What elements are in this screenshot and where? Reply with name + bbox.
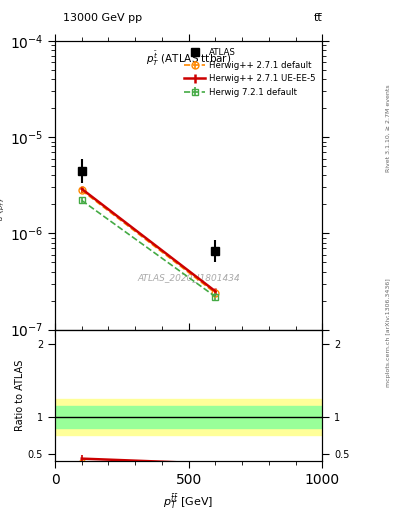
Text: mcplots.cern.ch [arXiv:1306.3436]: mcplots.cern.ch [arXiv:1306.3436] bbox=[386, 279, 391, 387]
Bar bbox=[55, 406, 322, 428]
Y-axis label: Ratio to ATLAS: Ratio to ATLAS bbox=[15, 359, 25, 431]
Text: tt̅: tt̅ bbox=[314, 13, 322, 23]
Text: 13000 GeV pp: 13000 GeV pp bbox=[63, 13, 142, 23]
Legend: ATLAS, Herwig++ 2.7.1 default, Herwig++ 2.7.1 UE-EE-5, Herwig 7.2.1 default: ATLAS, Herwig++ 2.7.1 default, Herwig++ … bbox=[181, 45, 318, 99]
Text: Rivet 3.1.10, ≥ 2.7M events: Rivet 3.1.10, ≥ 2.7M events bbox=[386, 84, 391, 172]
X-axis label: $p^{\bar{t}\bar{t}}_T$ [GeV]: $p^{\bar{t}\bar{t}}_T$ [GeV] bbox=[163, 492, 214, 511]
Y-axis label: $\frac{d^2\sigma}{d^2\{p_T\}}$ [pb/GeV$^2$]: $\frac{d^2\sigma}{d^2\{p_T\}}$ [pb/GeV$^… bbox=[0, 150, 7, 221]
Text: ATLAS_2020_I1801434: ATLAS_2020_I1801434 bbox=[137, 273, 240, 282]
Text: $p_T^{\bar{t}}$ (ATLAS ttbar): $p_T^{\bar{t}}$ (ATLAS ttbar) bbox=[146, 50, 231, 68]
Bar bbox=[55, 399, 322, 435]
